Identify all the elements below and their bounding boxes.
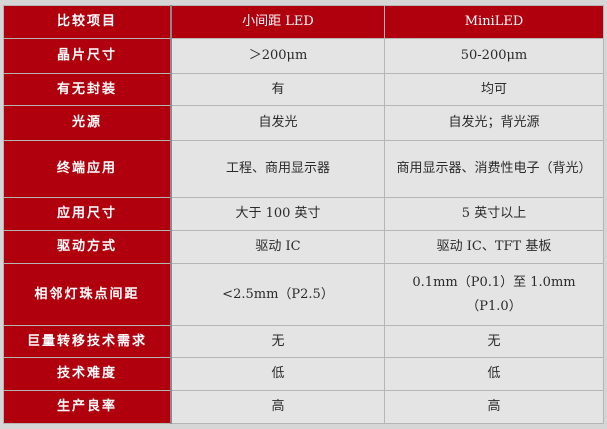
table-cell: 自发光 bbox=[170, 105, 385, 141]
row-label: 晶片尺寸 bbox=[3, 38, 172, 74]
table-cell: 驱动 IC bbox=[170, 230, 385, 264]
table-cell: 5 英寸以上 bbox=[384, 197, 604, 231]
row-label: 应用尺寸 bbox=[3, 197, 172, 231]
table-row: 技术难度低低 bbox=[3, 357, 604, 391]
table-row: 有无封装有均可 bbox=[3, 73, 604, 106]
table-cell: 商用显示器、消费性电子（背光） bbox=[384, 140, 604, 198]
table-row: 生产良率高高 bbox=[3, 390, 604, 424]
comparison-table: 比较项目 小间距 LED MiniLED 晶片尺寸 ＞200μm 50-200μm 有… bbox=[3, 5, 604, 424]
row-label: 巨量转移技术需求 bbox=[3, 325, 172, 358]
table-cell: 均可 bbox=[384, 73, 604, 106]
table-cell: ＞200μm bbox=[170, 38, 385, 74]
row-label: 驱动方式 bbox=[3, 230, 172, 264]
table-row: 晶片尺寸 ＞200μm 50-200μm bbox=[3, 38, 604, 74]
table-row: 终端应用 工程、商用显示器 商用显示器、消费性电子（背光） bbox=[3, 140, 604, 198]
table-row: 巨量转移技术需求无无 bbox=[3, 325, 604, 358]
table-row: 光源 自发光 自发光；背光源 bbox=[3, 105, 604, 141]
table-cell: 大于 100 英寸 bbox=[170, 197, 385, 231]
row-label: 技术难度 bbox=[3, 357, 172, 391]
table-cell: <2.5mm（P2.5） bbox=[170, 263, 385, 326]
table-cell: 50-200μm bbox=[384, 38, 604, 74]
row-label: 生产良率 bbox=[3, 390, 172, 424]
table-cell: 高 bbox=[384, 390, 604, 424]
table-cell: 自发光；背光源 bbox=[384, 105, 604, 141]
table-cell: 无 bbox=[170, 325, 385, 358]
row-label: 有无封装 bbox=[3, 73, 172, 106]
table-cell: 低 bbox=[384, 357, 604, 391]
table-cell: 高 bbox=[170, 390, 385, 424]
header-cell: 小间距 LED bbox=[170, 5, 385, 39]
table-row: 驱动方式 驱动 IC 驱动 IC、TFT 基板 bbox=[3, 230, 604, 264]
table-cell: 有 bbox=[170, 73, 385, 106]
table-cell: 无 bbox=[384, 325, 604, 358]
header-cell: 比较项目 bbox=[3, 5, 172, 39]
table-cell: 工程、商用显示器 bbox=[170, 140, 385, 198]
table-row: 应用尺寸 大于 100 英寸 5 英寸以上 bbox=[3, 197, 604, 231]
header-row: 比较项目 小间距 LED MiniLED bbox=[3, 5, 604, 39]
table-cell: 低 bbox=[170, 357, 385, 391]
header-cell: MiniLED bbox=[384, 5, 604, 39]
table-cell: 驱动 IC、TFT 基板 bbox=[384, 230, 604, 264]
row-label: 相邻灯珠点间距 bbox=[3, 263, 172, 326]
row-label: 终端应用 bbox=[3, 140, 172, 198]
table-cell: 0.1mm（P0.1）至 1.0mm（P1.0） bbox=[384, 263, 604, 326]
row-label: 光源 bbox=[3, 105, 172, 141]
table-row: 相邻灯珠点间距 <2.5mm（P2.5） 0.1mm（P0.1）至 1.0mm（P1… bbox=[3, 263, 604, 326]
